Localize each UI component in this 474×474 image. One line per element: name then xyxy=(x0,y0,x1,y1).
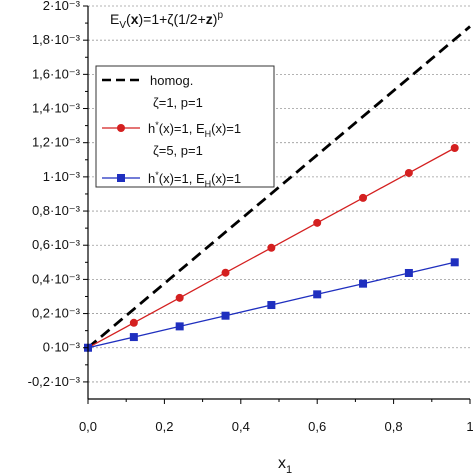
series-2-point xyxy=(404,268,413,277)
legend-label-homog: homog. xyxy=(150,73,193,88)
legend-swatch-marker-1 xyxy=(117,124,125,132)
x-tick-label: 1 xyxy=(466,419,473,434)
legend-swatch-marker-2 xyxy=(117,174,125,182)
y-tick-label: 1,8·10⁻³ xyxy=(32,32,81,47)
x-tick-label: 0,2 xyxy=(155,419,173,434)
series-1-point xyxy=(221,268,230,277)
axes-layer xyxy=(87,6,470,400)
x-tick-label: 0,6 xyxy=(308,419,326,434)
legend: homog. ζ=1, p=1 h*(x)=1, EH(x)=1 ζ=5, p=… xyxy=(95,65,275,189)
y-tick-label: 0,4·10⁻³ xyxy=(32,271,81,286)
y-tick-label: 0,8·10⁻³ xyxy=(32,203,81,218)
y-tick-label: 1,6·10⁻³ xyxy=(32,66,81,81)
y-tick-label: 1,2·10⁻³ xyxy=(32,135,81,150)
x-tick-label: 0,8 xyxy=(385,419,403,434)
legend-box xyxy=(95,65,275,188)
legend-label-series-1: h*(x)=1, EH(x)=1 xyxy=(148,120,241,139)
series-1-point xyxy=(359,193,368,202)
series-2-point xyxy=(175,322,184,331)
x-axis-title: x1 xyxy=(278,455,292,474)
series-1-point xyxy=(267,243,276,252)
y-tick-label: 1·10⁻³ xyxy=(43,169,81,184)
x-tick-label: 0,4 xyxy=(232,419,250,434)
y-tick-label: 0·10⁻³ xyxy=(43,340,81,355)
series-1-point xyxy=(313,218,322,227)
series-2-point xyxy=(267,301,276,310)
series-1-point xyxy=(404,168,413,177)
series-2-point xyxy=(359,279,368,288)
x-tick-label: 0,0 xyxy=(79,419,97,434)
chart-annotation: EV(x)=1+ζ(1/2+z)p xyxy=(110,10,223,31)
series-2-point xyxy=(450,258,459,267)
series-2-point xyxy=(129,333,138,342)
y-tick-label: 1,4·10⁻³ xyxy=(32,101,81,116)
series-2-point xyxy=(313,290,322,299)
series-line-0 xyxy=(87,25,471,349)
series-2-point xyxy=(221,311,230,320)
legend-group-label-1: ζ=1, p=1 xyxy=(153,95,203,110)
y-tick-label: 2·10⁻³ xyxy=(43,0,81,13)
y-tick-label: -0,2·10⁻³ xyxy=(28,374,81,389)
series-1-point xyxy=(129,318,138,327)
series-1-point xyxy=(450,143,459,152)
legend-group-label-2: ζ=5, p=1 xyxy=(153,143,203,158)
grid-layer xyxy=(88,5,470,383)
y-tick-label: 0,2·10⁻³ xyxy=(32,306,81,321)
y-tick-label: 0,6·10⁻³ xyxy=(32,237,81,252)
legend-label-series-2: h*(x)=1, EH(x)=1 xyxy=(148,170,241,189)
ticks-layer: -0,2·10⁻³ 0·10⁻³ 0,2·10⁻³ 0,4·10⁻³ 0,6·10⁻³ 0… xyxy=(28,0,474,434)
series-1-point xyxy=(175,293,184,302)
